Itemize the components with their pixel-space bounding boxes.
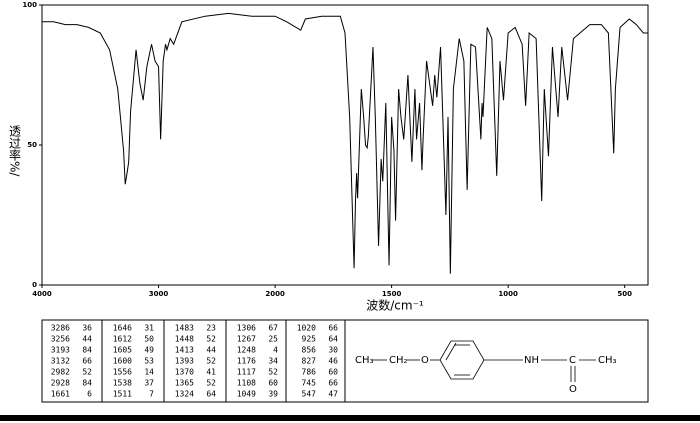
peak-transmittance: 14 xyxy=(144,368,154,377)
peak-transmittance: 53 xyxy=(144,357,154,366)
y-tick-label: 100 xyxy=(22,1,37,9)
peak-wavenumber: 1176 xyxy=(237,357,256,366)
peak-wavenumber: 3132 xyxy=(51,357,70,366)
peak-wavenumber: 1511 xyxy=(113,390,132,399)
x-axis-label: 波数/cm⁻¹ xyxy=(366,298,424,313)
peak-wavenumber: 1020 xyxy=(297,324,316,333)
peak-wavenumber: 3256 xyxy=(51,335,70,344)
peak-transmittance: 39 xyxy=(268,390,278,399)
peak-wavenumber: 2928 xyxy=(51,379,70,388)
x-tick-label: 3000 xyxy=(149,290,169,298)
peak-wavenumber: 2982 xyxy=(51,368,70,377)
x-tick-label: 1500 xyxy=(382,290,402,298)
x-tick-label: 500 xyxy=(617,290,632,298)
bottom-bar xyxy=(0,415,700,421)
peak-wavenumber: 1324 xyxy=(175,390,194,399)
peak-wavenumber: 925 xyxy=(302,335,317,344)
peak-transmittance: 50 xyxy=(144,335,154,344)
peak-wavenumber: 856 xyxy=(302,346,317,355)
peak-wavenumber: 1600 xyxy=(113,357,132,366)
peak-transmittance: 47 xyxy=(328,390,338,399)
peak-transmittance: 23 xyxy=(206,324,216,333)
peak-transmittance: 64 xyxy=(328,335,338,344)
peak-transmittance: 7 xyxy=(149,390,154,399)
peak-wavenumber: 1049 xyxy=(237,390,256,399)
peak-wavenumber: 547 xyxy=(302,390,317,399)
peak-wavenumber: 1661 xyxy=(51,390,70,399)
structure-label: CH₂ xyxy=(389,355,408,366)
plot-frame xyxy=(41,4,649,286)
peak-wavenumber: 1605 xyxy=(113,346,132,355)
y-tick-label: 0 xyxy=(32,281,37,289)
y-axis-label: 透过率%/ xyxy=(8,125,22,178)
peak-wavenumber: 745 xyxy=(302,379,317,388)
peak-wavenumber: 1413 xyxy=(175,346,194,355)
peak-wavenumber: 1538 xyxy=(113,379,132,388)
structure-label: CH₃ xyxy=(355,355,374,366)
peak-transmittance: 52 xyxy=(82,368,92,377)
peak-wavenumber: 786 xyxy=(302,368,317,377)
peak-wavenumber: 1306 xyxy=(237,324,256,333)
peak-transmittance: 44 xyxy=(206,346,216,355)
peak-transmittance: 34 xyxy=(268,357,278,366)
peak-wavenumber: 1365 xyxy=(175,379,194,388)
peak-transmittance: 52 xyxy=(268,368,278,377)
y-tick-label: 50 xyxy=(27,141,37,149)
peak-transmittance: 4 xyxy=(273,346,278,355)
x-tick-label: 2000 xyxy=(265,290,285,298)
peak-transmittance: 49 xyxy=(144,346,154,355)
x-tick-label: 1000 xyxy=(498,290,518,298)
structure-bonds xyxy=(372,340,596,382)
peak-wavenumber: 1483 xyxy=(175,324,194,333)
peak-transmittance: 41 xyxy=(206,368,216,377)
structure-label: O xyxy=(421,355,429,366)
peak-transmittance: 64 xyxy=(206,390,216,399)
spectrum-line xyxy=(42,12,648,274)
peak-transmittance: 6 xyxy=(87,390,92,399)
peak-transmittance: 60 xyxy=(268,379,278,388)
peak-transmittance: 25 xyxy=(268,335,278,344)
peak-wavenumber: 1448 xyxy=(175,335,194,344)
peak-wavenumber: 3286 xyxy=(51,324,70,333)
peak-wavenumber: 1267 xyxy=(237,335,256,344)
peak-wavenumber: 1393 xyxy=(175,357,194,366)
peak-transmittance: 67 xyxy=(268,324,278,333)
peak-transmittance: 37 xyxy=(144,379,154,388)
peak-transmittance: 36 xyxy=(82,324,92,333)
x-tick-label: 4000 xyxy=(32,290,52,298)
peak-transmittance: 84 xyxy=(82,346,92,355)
peak-transmittance: 84 xyxy=(82,379,92,388)
peak-wavenumber: 1117 xyxy=(237,368,256,377)
peak-wavenumber: 1612 xyxy=(113,335,132,344)
peak-transmittance: 46 xyxy=(328,357,338,366)
peak-transmittance: 31 xyxy=(144,324,154,333)
peak-wavenumber: 1108 xyxy=(237,379,256,388)
peak-wavenumber: 1556 xyxy=(113,368,132,377)
peak-transmittance: 60 xyxy=(328,368,338,377)
structure-label: O xyxy=(569,384,577,395)
peak-wavenumber: 1248 xyxy=(237,346,256,355)
structure-label: NH xyxy=(524,355,539,366)
peak-transmittance: 52 xyxy=(206,335,216,344)
peak-transmittance: 66 xyxy=(82,357,92,366)
structure-label: C xyxy=(569,355,576,366)
peak-wavenumber: 1646 xyxy=(113,324,132,333)
peak-transmittance: 30 xyxy=(328,346,338,355)
peak-transmittance: 44 xyxy=(82,335,92,344)
peak-transmittance: 52 xyxy=(206,357,216,366)
peak-wavenumber: 1370 xyxy=(175,368,194,377)
peak-wavenumber: 827 xyxy=(302,357,317,366)
peak-transmittance: 66 xyxy=(328,324,338,333)
peak-transmittance: 52 xyxy=(206,379,216,388)
peak-transmittance: 66 xyxy=(328,379,338,388)
structure-label: CH₃ xyxy=(598,355,617,366)
peak-wavenumber: 3193 xyxy=(51,346,70,355)
